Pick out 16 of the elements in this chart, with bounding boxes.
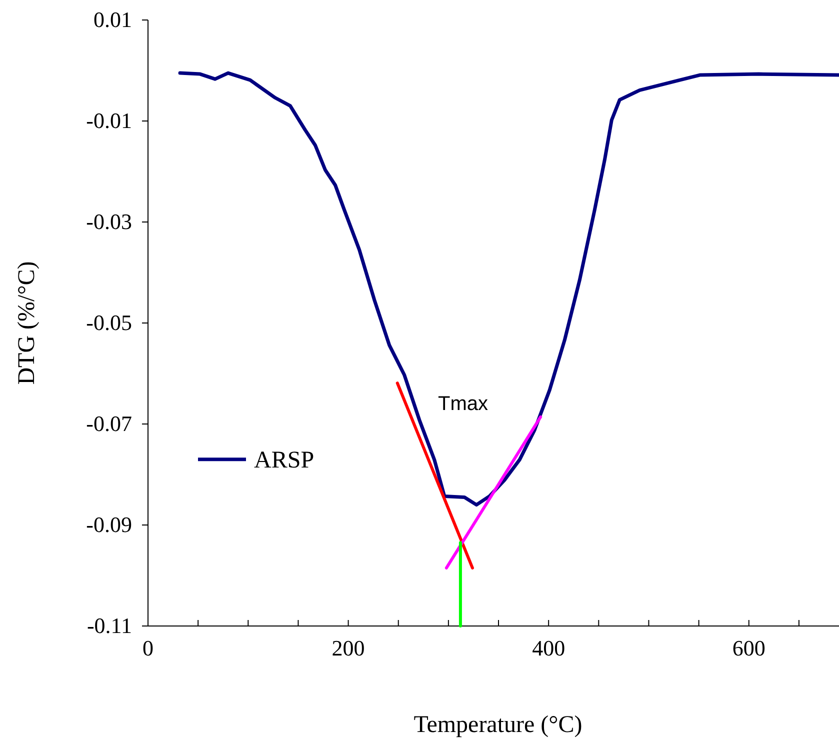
- x-axis-title: Temperature (°C): [414, 712, 582, 738]
- x-tick-label: 400: [532, 636, 566, 661]
- y-tick-label: -0.01: [86, 108, 132, 134]
- x-tick-label: 200: [332, 636, 365, 661]
- y-tick-label: -0.11: [86, 613, 132, 638]
- y-tick-label: -0.03: [86, 209, 132, 234]
- y-tick-label: -0.05: [86, 310, 132, 336]
- legend-label: ARSP: [254, 447, 314, 474]
- line-series: [178, 71, 839, 507]
- y-tick-label: -0.07: [86, 411, 132, 436]
- x-tick-label: 0: [142, 636, 154, 661]
- y-tick-label: -0.09: [86, 512, 132, 538]
- x-tick-label: 600: [732, 636, 766, 661]
- annotation: Tmax: [438, 393, 488, 415]
- y-axis-title: DTG (%/°C): [14, 261, 40, 385]
- y-tick-label: 0.01: [94, 7, 132, 32]
